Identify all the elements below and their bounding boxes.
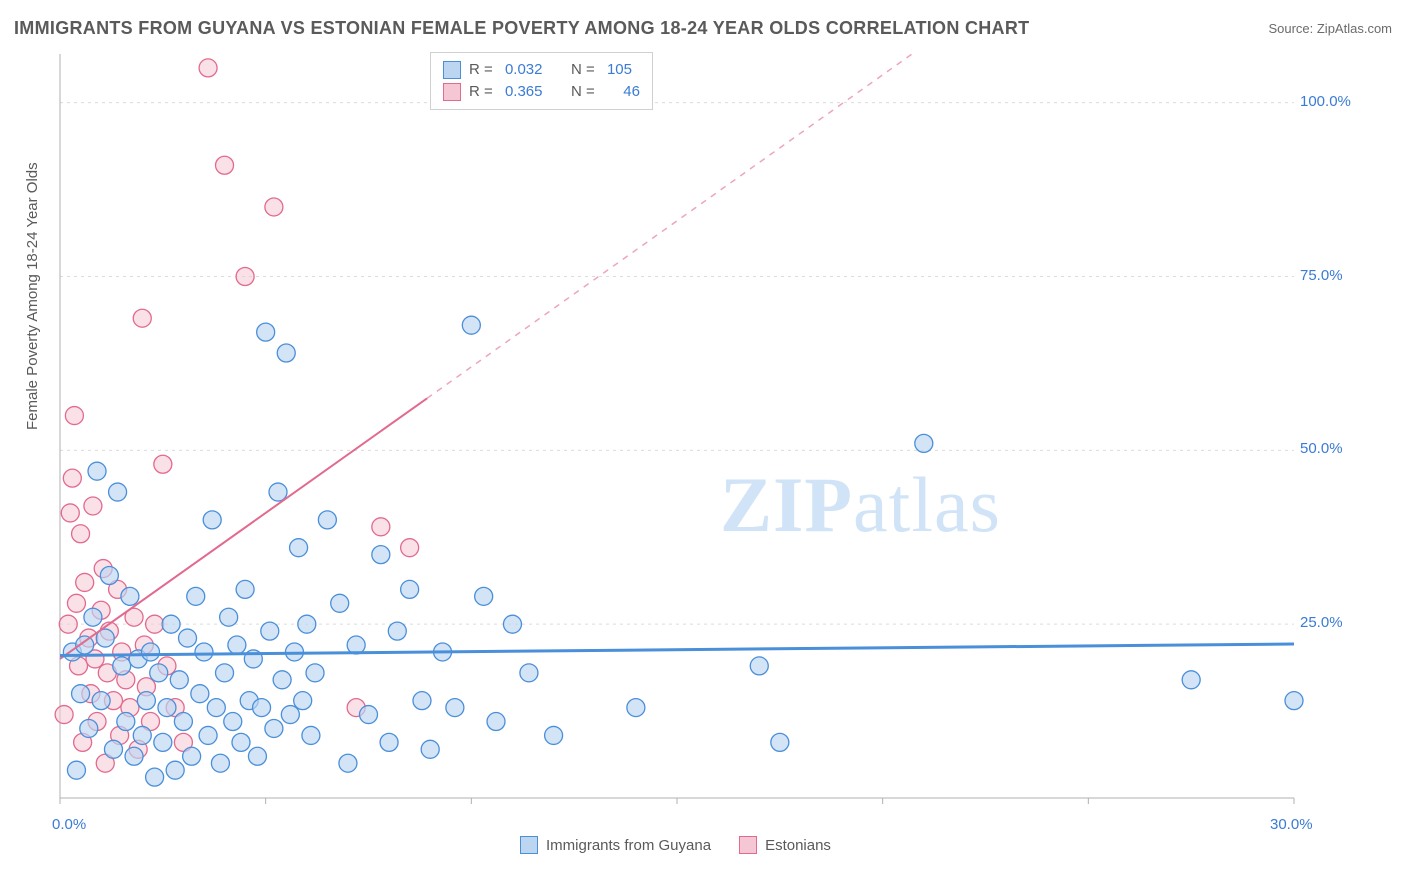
- swatch-series-b: [443, 83, 461, 101]
- y-tick-label: 100.0%: [1300, 93, 1351, 110]
- scatter-plot-svg: [54, 48, 1354, 818]
- legend-row-series-a: R = 0.032 N = 105: [443, 59, 640, 81]
- y-tick-label: 75.0%: [1300, 267, 1343, 284]
- legend-item-series-b: Estonians: [739, 836, 831, 854]
- correlation-legend: R = 0.032 N = 105 R = 0.365 N = 46: [430, 52, 653, 110]
- y-tick-label: 50.0%: [1300, 440, 1343, 457]
- swatch-series-a: [443, 61, 461, 79]
- legend-row-series-b: R = 0.365 N = 46: [443, 81, 640, 103]
- swatch-icon: [739, 836, 757, 854]
- x-tick-label: 0.0%: [52, 816, 86, 833]
- source-attribution: Source: ZipAtlas.com: [1268, 21, 1392, 36]
- chart-plot-area: [54, 48, 1354, 818]
- chart-title: IMMIGRANTS FROM GUYANA VS ESTONIAN FEMAL…: [14, 18, 1029, 39]
- series-legend: Immigrants from Guyana Estonians: [520, 836, 831, 854]
- legend-item-series-a: Immigrants from Guyana: [520, 836, 711, 854]
- y-tick-label: 25.0%: [1300, 614, 1343, 631]
- y-axis-label: Female Poverty Among 18-24 Year Olds: [24, 162, 41, 430]
- x-tick-label: 30.0%: [1270, 816, 1313, 833]
- swatch-icon: [520, 836, 538, 854]
